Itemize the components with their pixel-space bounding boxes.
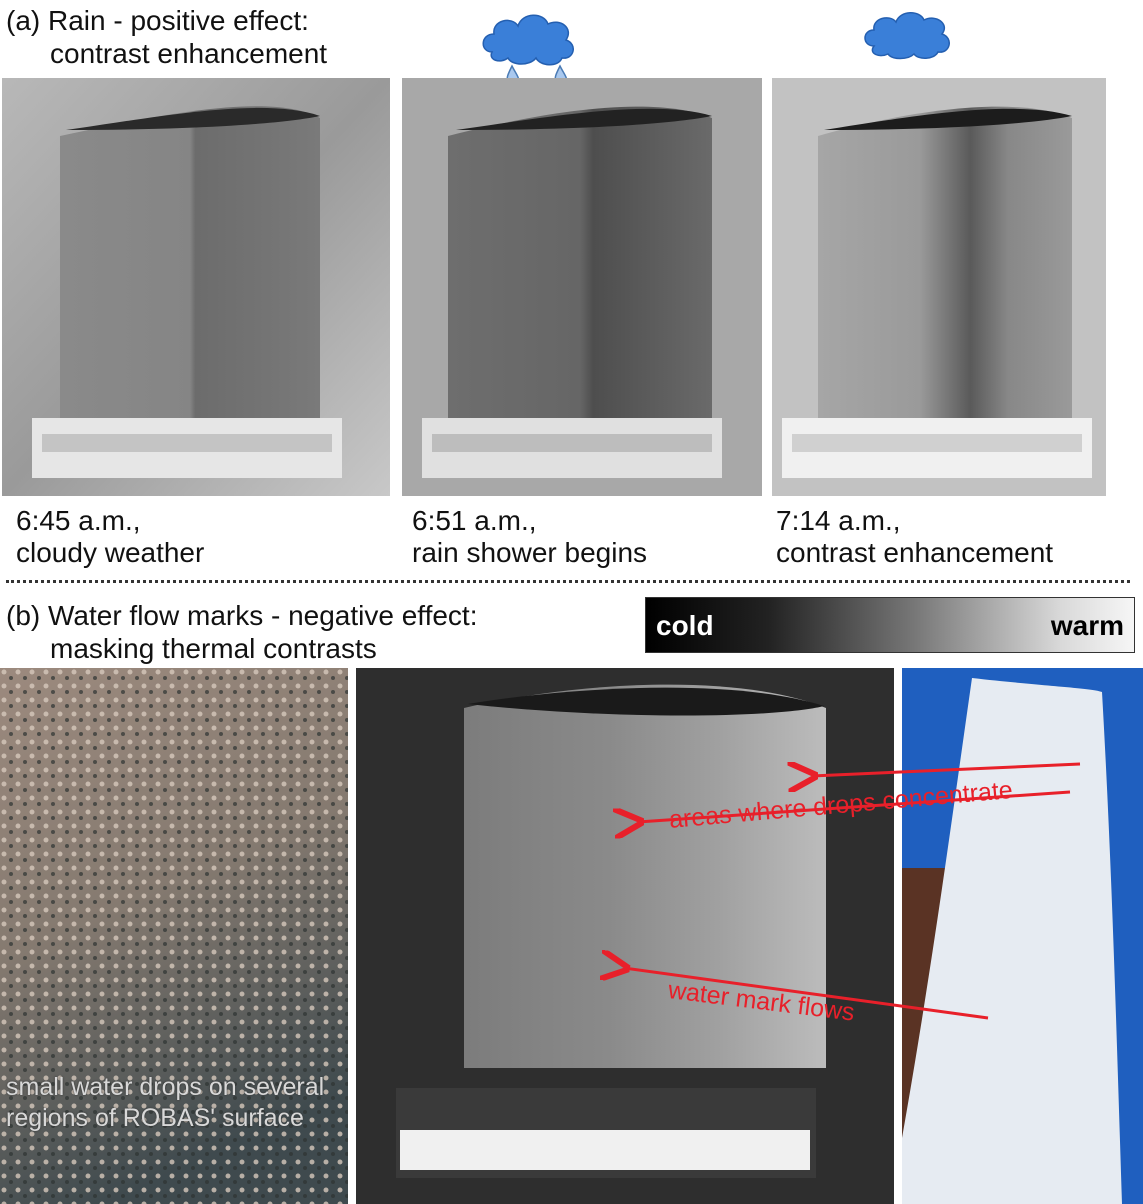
thermal-image-water-marks (356, 668, 894, 1204)
scale-cold-label: cold (656, 610, 714, 641)
section-a-heading-line2: contrast enhancement (50, 38, 328, 69)
thermal-image-651 (402, 78, 762, 496)
thermal-image-645 (2, 78, 390, 496)
thermal-image-714 (772, 78, 1106, 496)
caption-1-line2: cloudy weather (16, 537, 205, 568)
caption-2-line1: 6:51 a.m., (412, 505, 537, 536)
section-b-heading-line2: masking thermal contrasts (50, 633, 377, 664)
annotation-arrows (600, 750, 1100, 1030)
caption-3-line2: contrast enhancement (776, 537, 1054, 568)
robas-photo (902, 668, 1143, 1204)
section-b-heading-line1: (b) Water flow marks - negative effect: (6, 600, 478, 631)
caption-3-line1: 7:14 a.m., (776, 505, 901, 536)
caption-2-line2: rain shower begins (412, 537, 648, 568)
section-divider (6, 580, 1130, 583)
temperature-scale-bar: cold warm (645, 597, 1135, 653)
cloud-icon (862, 8, 954, 60)
scale-warm-label: warm (1050, 610, 1124, 641)
water-drops-text: small water drops on several regions of … (6, 1073, 325, 1132)
water-drops-photo: small water drops on several regions of … (0, 668, 348, 1204)
section-a-heading-line1: (a) Rain - positive effect: (6, 5, 309, 36)
caption-1-line1: 6:45 a.m., (16, 505, 141, 536)
